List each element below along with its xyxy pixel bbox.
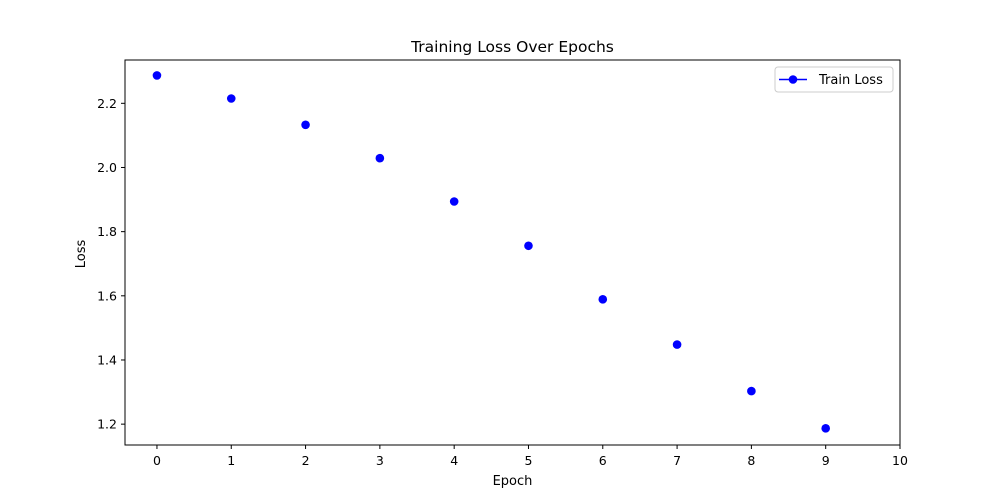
y-axis-label: Loss <box>74 240 89 269</box>
x-tick-label: 1 <box>227 453 235 468</box>
x-tick-label: 4 <box>450 453 458 468</box>
x-tick-label: 6 <box>599 453 607 468</box>
legend-label: Train Loss <box>818 73 883 88</box>
plot-frame <box>124 59 901 446</box>
x-tick-label: 2 <box>302 453 310 468</box>
data-point <box>821 424 830 433</box>
x-tick-label: 9 <box>822 453 830 468</box>
plot-area: 0 1 2 3 4 5 6 7 8 9 10 1.2 1.4 1.6 1.8 2.0 2.2 Train Loss <box>97 59 908 468</box>
chart-title: Training Loss Over Epochs <box>410 38 614 56</box>
y-tick-label: 1.4 <box>97 352 117 367</box>
legend-marker <box>788 75 798 84</box>
data-point <box>524 241 533 251</box>
data-point <box>152 71 162 80</box>
x-tick-label: 0 <box>153 453 161 468</box>
y-tick-label: 2.2 <box>97 96 117 111</box>
legend-box <box>774 66 894 93</box>
x-tick-label: 8 <box>747 453 755 468</box>
y-tick-label: 1.8 <box>97 224 117 239</box>
x-tick-label: 7 <box>673 453 681 468</box>
legend: Train Loss <box>774 66 894 93</box>
x-tick-label: 3 <box>376 453 384 468</box>
x-tick-label: 10 <box>892 453 908 468</box>
y-tick-label: 2.0 <box>97 160 117 175</box>
x-axis-label: Epoch <box>493 474 533 489</box>
x-tick-label: 5 <box>524 453 532 468</box>
data-point <box>226 94 236 103</box>
y-tick-label: 1.6 <box>97 288 117 303</box>
y-tick-label: 1.2 <box>97 417 117 432</box>
data-point <box>449 197 459 206</box>
data-point <box>672 340 682 349</box>
data-point <box>301 120 310 130</box>
data-point <box>375 153 385 163</box>
data-point <box>747 386 756 396</box>
data-point <box>598 295 608 304</box>
